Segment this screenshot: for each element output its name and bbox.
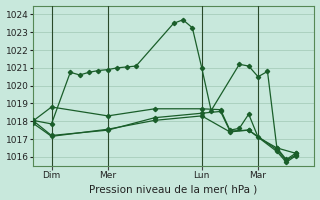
X-axis label: Pression niveau de la mer( hPa ): Pression niveau de la mer( hPa )	[90, 184, 258, 194]
